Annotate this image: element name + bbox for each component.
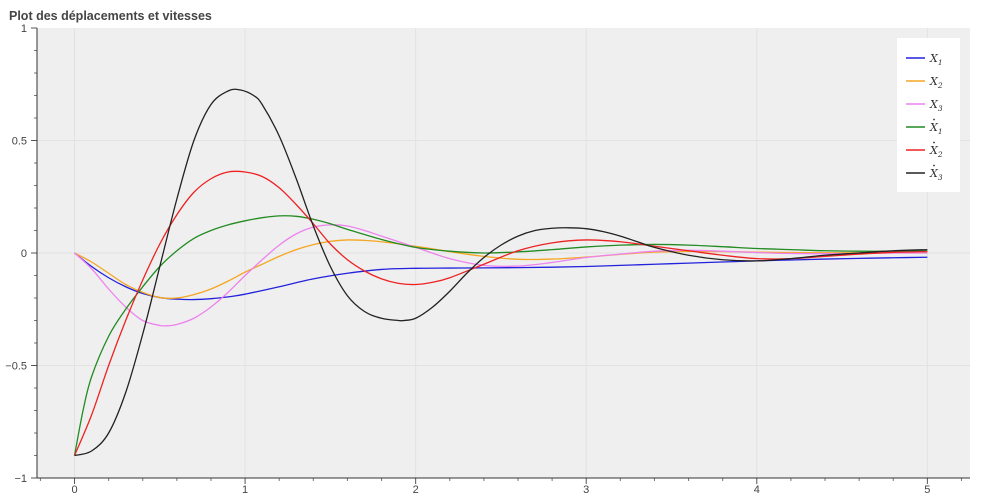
legend-label: X1 (929, 121, 943, 136)
legend-dot-mark (933, 118, 935, 121)
x-tick-label: 3 (583, 484, 589, 496)
legend-item-x1: X1 (906, 52, 943, 67)
series-line-v2 (73, 170, 928, 456)
legend-label: X1 (929, 52, 943, 67)
legend-dot-mark (933, 164, 935, 167)
legend-label: X3 (929, 98, 943, 113)
legend-box (897, 38, 960, 192)
series-line-v3 (74, 88, 928, 457)
y-tick-label: 0 (21, 248, 27, 260)
x-tick-label: 0 (71, 484, 77, 496)
legend-dot-mark (933, 141, 935, 144)
legend-item-v2: X2 (906, 141, 943, 159)
y-tick-label: −0.5 (5, 361, 27, 373)
x-tick-label: 2 (413, 484, 419, 496)
series-lines (73, 88, 928, 457)
legend-label: X2 (929, 75, 943, 90)
x-tick-label: 4 (754, 484, 760, 496)
axes: 0 1 2 3 4 5 −1 −0.5 0 0.5 1 (5, 23, 970, 496)
legend-label: X2 (929, 144, 943, 159)
series-line-x3 (74, 224, 928, 327)
legend: X1 X2 X3 X1 X2 X3 (897, 38, 960, 192)
legend-item-v3: X3 (906, 164, 943, 182)
y-tick-label: 0.5 (12, 136, 27, 148)
legend-item-x3: X3 (906, 98, 943, 113)
y-tick-label: −1 (14, 473, 27, 485)
legend-label: X3 (929, 167, 943, 182)
x-tick-label: 5 (924, 484, 930, 496)
chart-title: Plot des déplacements et vitesses (9, 9, 212, 23)
series-line-v1 (73, 215, 928, 456)
y-tick-label: 1 (21, 23, 27, 35)
legend-item-x2: X2 (906, 75, 943, 90)
x-tick-label: 1 (242, 484, 248, 496)
legend-item-v1: X1 (906, 118, 943, 136)
